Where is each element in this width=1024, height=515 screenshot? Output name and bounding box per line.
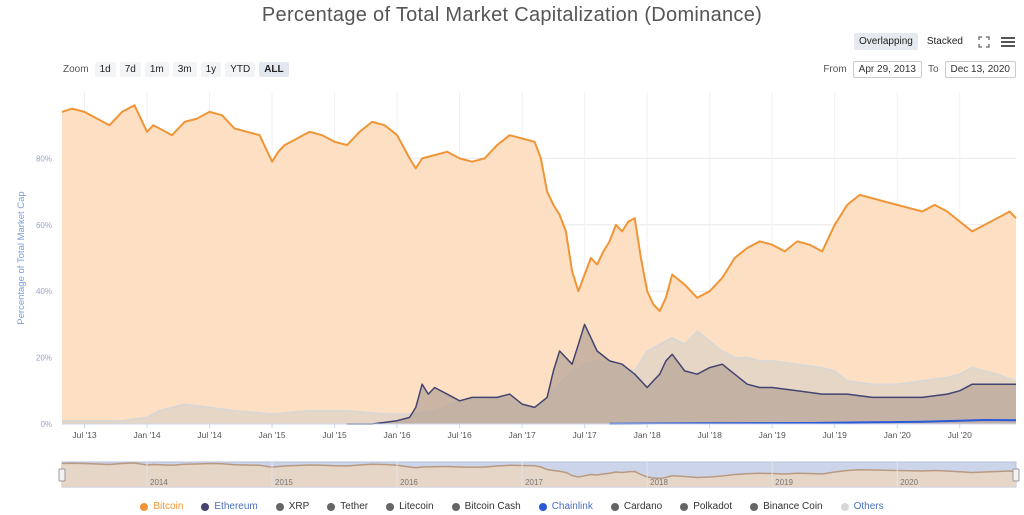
legend-label: Bitcoin	[153, 501, 184, 512]
x-tick-label: Jul '15	[322, 430, 347, 440]
legend-label: Chainlink	[551, 501, 593, 512]
navigator-year-label: 2016	[400, 478, 418, 487]
legend-dot-icon	[680, 502, 689, 511]
zoom-7d-button[interactable]: 7d	[119, 62, 141, 77]
expand-icon[interactable]	[976, 34, 992, 50]
x-tick-label: Jan '17	[509, 430, 536, 440]
legend-dot-icon	[140, 502, 149, 511]
legend-item-ethereum[interactable]: Ethereum	[201, 501, 258, 512]
from-date-input[interactable]: Apr 29, 2013	[852, 61, 922, 78]
legend-label: Cardano	[623, 501, 663, 512]
legend-item-cardano[interactable]: Cardano	[610, 501, 663, 512]
zoom-all-button[interactable]: ALL	[259, 62, 289, 77]
x-tick-label: Jul '19	[823, 430, 848, 440]
legend-dot-icon	[451, 502, 460, 511]
legend-label: Binance Coin	[763, 501, 823, 512]
legend: Bitcoin Ethereum XRP Tether Litecoin Bitcoin …	[0, 501, 1024, 512]
legend-item-others[interactable]: Others	[840, 501, 884, 512]
legend-dot-icon	[327, 502, 336, 511]
legend-dot-icon	[840, 502, 849, 511]
x-tick-label: Jul '16	[447, 430, 472, 440]
zoom-control: Zoom 1d 7d 1m 3m 1y YTD ALL	[63, 62, 289, 77]
x-tick-label: Jan '20	[884, 430, 911, 440]
zoom-1m-button[interactable]: 1m	[144, 62, 169, 77]
zoom-label: Zoom	[63, 64, 89, 75]
x-tick-label: Jan '16	[384, 430, 411, 440]
x-tick-label: Jan '18	[634, 430, 661, 440]
y-tick-label: 80%	[36, 154, 52, 163]
navigator-year-label: 2018	[650, 478, 668, 487]
from-label: From	[823, 64, 847, 75]
legend-label: Litecoin	[399, 501, 434, 512]
bitcoin-area	[62, 105, 1016, 425]
legend-item-binance-coin[interactable]: Binance Coin	[750, 501, 823, 512]
legend-item-tether[interactable]: Tether	[327, 501, 368, 512]
legend-dot-icon	[610, 502, 619, 511]
y-tick-label: 20%	[36, 354, 52, 363]
legend-dot-icon	[386, 502, 395, 511]
to-date-input[interactable]: Dec 13, 2020	[944, 61, 1016, 78]
legend-dot-icon	[275, 502, 284, 511]
overlapping-mode-button[interactable]: Overlapping	[853, 33, 918, 50]
legend-label: Tether	[340, 501, 369, 512]
dominance-chart[interactable]: 0% 20% 40% 60% 80% Jul '13 Jan '14 Jul '14 Jan …	[0, 0, 1024, 500]
navigator-line	[61, 462, 1017, 480]
zoom-1d-button[interactable]: 1d	[94, 62, 116, 77]
navigator-year-label: 2019	[775, 478, 793, 487]
y-tick-label: 60%	[36, 221, 52, 230]
legend-label: Others	[853, 501, 884, 512]
to-label: To	[927, 64, 939, 75]
zoom-3m-button[interactable]: 3m	[172, 62, 197, 77]
legend-item-litecoin[interactable]: Litecoin	[386, 501, 434, 512]
y-axis-label: Percentage of Total Market Cap	[16, 191, 27, 324]
x-tick-label: Jan '19	[759, 430, 786, 440]
x-tick-label: Jul '13	[72, 430, 97, 440]
navigator-year-label: 2014	[150, 478, 168, 487]
chart-title: Percentage of Total Market Capitalizatio…	[261, 4, 763, 26]
bitcoin-line[interactable]	[61, 104, 1017, 313]
ethereum-area	[347, 324, 1017, 424]
navigator-year-label: 2015	[275, 478, 293, 487]
x-tick-label: Jul '14	[197, 430, 222, 440]
hamburger-menu-icon[interactable]	[1000, 34, 1016, 50]
stacked-mode-button[interactable]: Stacked	[926, 36, 963, 47]
zoom-1y-button[interactable]: 1y	[200, 62, 222, 77]
legend-label: Ethereum	[214, 501, 258, 512]
x-tick-label: Jul '17	[572, 430, 597, 440]
legend-label: XRP	[288, 501, 310, 512]
navigator[interactable]: 2014 2015 2016 2017 2018 2019 2020	[58, 461, 1020, 488]
legend-dot-icon	[538, 502, 547, 511]
navigator-area	[62, 463, 1016, 487]
x-tick-label: Jan '15	[258, 430, 285, 440]
legend-label: Bitcoin Cash	[464, 501, 521, 512]
navigator-year-label: 2020	[900, 478, 918, 487]
legend-item-chainlink[interactable]: Chainlink	[538, 501, 593, 512]
legend-dot-icon	[750, 502, 759, 511]
legend-item-bitcoin[interactable]: Bitcoin	[140, 501, 183, 512]
legend-dot-icon	[201, 502, 210, 511]
zoom-ytd-button[interactable]: YTD	[225, 62, 256, 77]
ethereum-line[interactable]	[347, 323, 1016, 425]
chart-toolbar: Overlapping Stacked	[853, 33, 1016, 50]
x-tick-label: Jul '20	[948, 430, 973, 440]
navigator-right-handle[interactable]	[1012, 468, 1020, 482]
navigator-left-handle[interactable]	[58, 468, 66, 482]
date-range: From Apr 29, 2013 To Dec 13, 2020	[823, 61, 1016, 78]
legend-item-xrp[interactable]: XRP	[275, 501, 310, 512]
x-tick-label: Jan '14	[133, 430, 160, 440]
navigator-year-label: 2017	[525, 478, 543, 487]
legend-item-bitcoin-cash[interactable]: Bitcoin Cash	[451, 501, 521, 512]
x-tick-label: Jul '18	[698, 430, 723, 440]
chainlink-line[interactable]	[609, 419, 1017, 425]
y-tick-label: 0%	[40, 420, 52, 429]
y-tick-label: 40%	[36, 287, 52, 296]
legend-item-polkadot[interactable]: Polkadot	[680, 501, 732, 512]
legend-label: Polkadot	[693, 501, 733, 512]
